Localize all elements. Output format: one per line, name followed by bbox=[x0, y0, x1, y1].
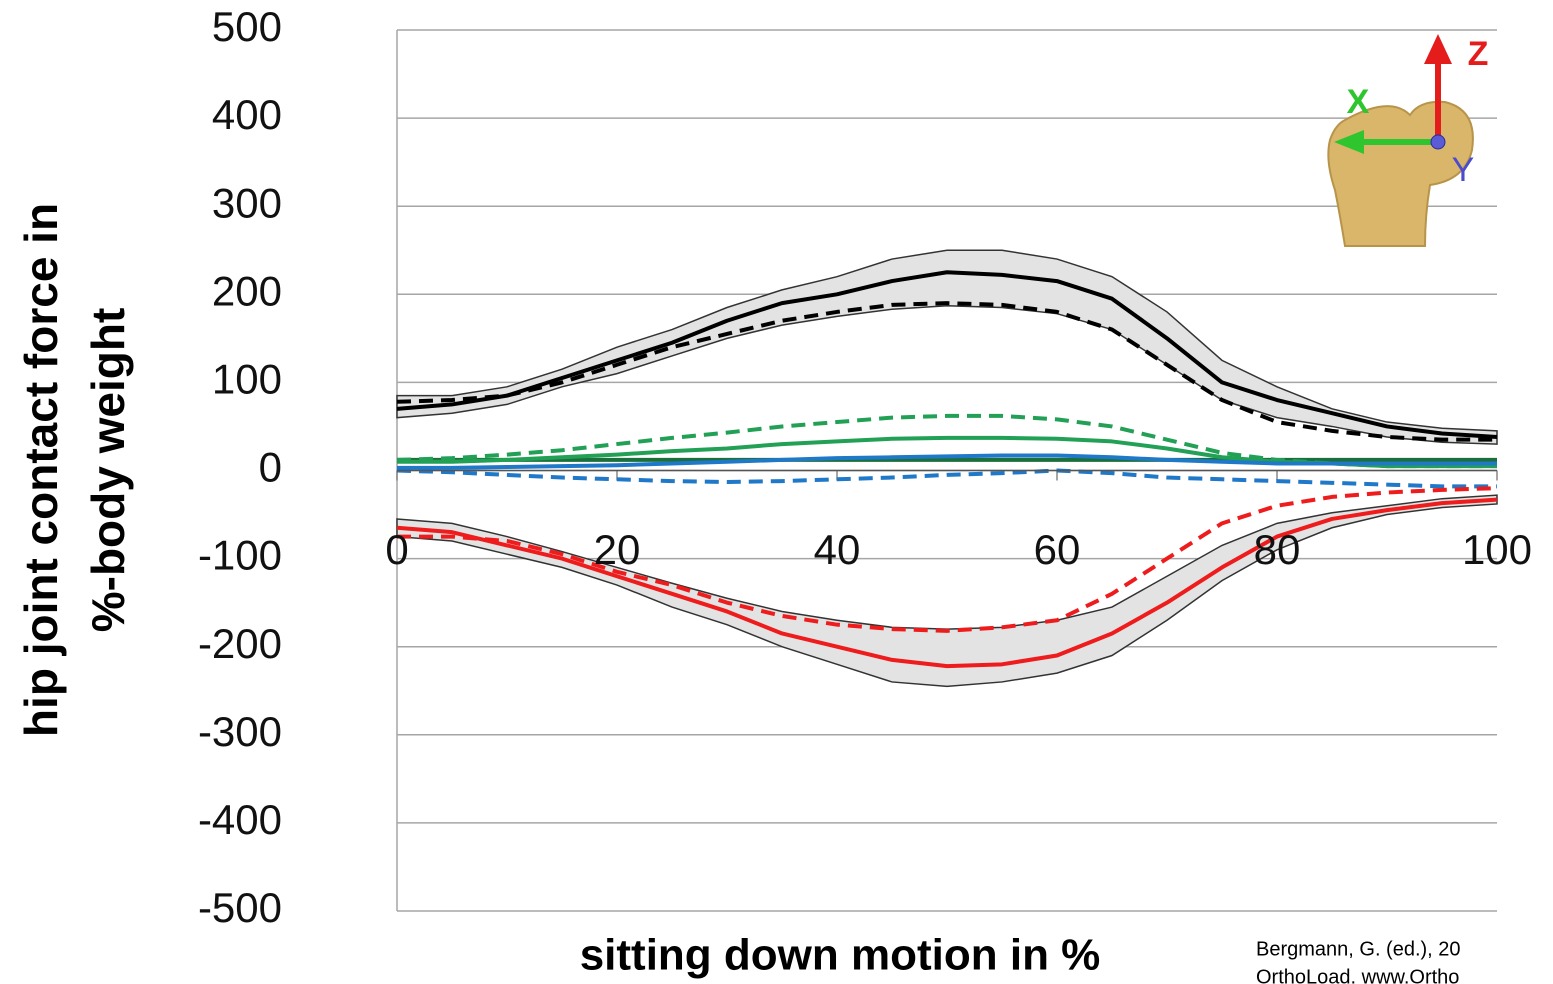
y-tick-label: 400 bbox=[212, 91, 282, 138]
y-tick-label: -500 bbox=[198, 884, 282, 931]
y-axis-title: %-body weight bbox=[82, 308, 134, 633]
y-tick-label: -100 bbox=[198, 532, 282, 579]
x-label: X bbox=[1347, 83, 1370, 121]
source: Bergmann, G. (ed.), 20 bbox=[1256, 938, 1461, 960]
y-tick-label: -400 bbox=[198, 796, 282, 843]
series-line bbox=[397, 453, 1497, 470]
plot-area: -500 -400 -300 -200 -100 0 100 200 300 400 500 0 20 4… bbox=[198, 3, 1532, 931]
series-line bbox=[396, 270, 1498, 440]
y-axis-title: hip joint contact force in bbox=[15, 203, 67, 737]
y-tick-label: -300 bbox=[198, 708, 282, 755]
axis-icon: Z X Y bbox=[1327, 34, 1489, 247]
y-label: Y bbox=[1452, 151, 1475, 189]
y-tick-label: 100 bbox=[212, 355, 282, 402]
z-label: Z bbox=[1468, 35, 1489, 73]
x-tick-label: 20 bbox=[594, 526, 641, 573]
x-tick-label: 80 bbox=[1254, 526, 1301, 573]
x-arrowhead bbox=[1334, 130, 1364, 154]
y-tick-label: -200 bbox=[198, 620, 282, 667]
band bbox=[396, 249, 1498, 445]
y-tick-label: 0 bbox=[259, 444, 282, 491]
series-line bbox=[396, 468, 1497, 489]
y-tick-label: 200 bbox=[212, 267, 282, 314]
y-tick-label: 300 bbox=[212, 179, 282, 226]
band bbox=[396, 494, 1498, 688]
series-line bbox=[396, 497, 1498, 669]
series-line bbox=[396, 301, 1497, 442]
z-arrowhead bbox=[1424, 34, 1452, 64]
x-tick-label: 60 bbox=[1034, 526, 1081, 573]
y-dot bbox=[1430, 134, 1446, 150]
source: OrthoLoad. www.Ortho bbox=[1256, 966, 1459, 984]
x-axis-title: sitting down motion in % bbox=[580, 931, 1101, 980]
x-tick-label: 100 bbox=[1462, 526, 1532, 573]
y-tick-label: 500 bbox=[212, 3, 282, 50]
series-line bbox=[397, 486, 1498, 633]
x-tick-label: 40 bbox=[814, 526, 861, 573]
series-line bbox=[396, 413, 1497, 469]
x-tick-label: 0 bbox=[385, 526, 408, 573]
